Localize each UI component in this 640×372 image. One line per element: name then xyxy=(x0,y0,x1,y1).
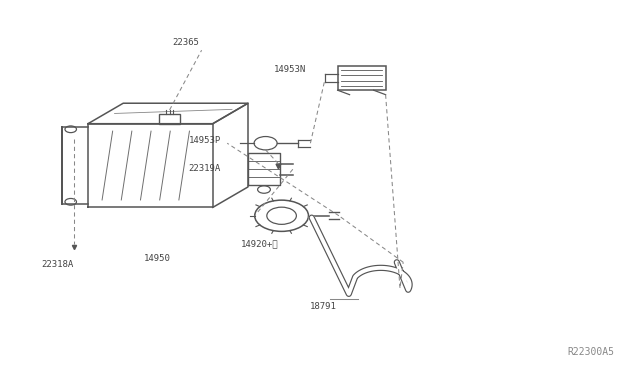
Text: 14950: 14950 xyxy=(143,254,170,263)
Text: 18791: 18791 xyxy=(310,302,337,311)
Circle shape xyxy=(267,207,296,224)
Circle shape xyxy=(65,198,77,205)
Bar xyxy=(159,114,180,124)
Circle shape xyxy=(65,126,77,133)
Circle shape xyxy=(255,200,308,231)
Text: 14953N: 14953N xyxy=(274,65,306,74)
Circle shape xyxy=(254,137,277,150)
Text: 14920+Ⅱ: 14920+Ⅱ xyxy=(241,239,278,248)
Text: R22300A5: R22300A5 xyxy=(568,347,614,357)
Text: 22365: 22365 xyxy=(172,38,199,47)
Bar xyxy=(338,66,385,90)
Text: 22318A: 22318A xyxy=(42,260,74,269)
Circle shape xyxy=(258,186,270,193)
Text: 14953P: 14953P xyxy=(189,136,221,145)
Text: 22319A: 22319A xyxy=(189,164,221,173)
